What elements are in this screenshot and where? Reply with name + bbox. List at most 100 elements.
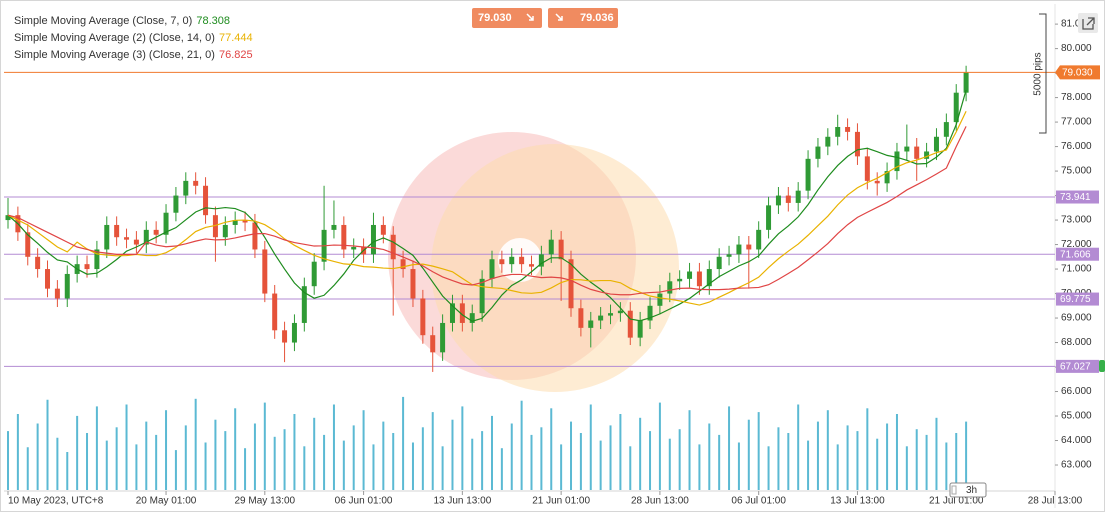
volume-bar [530, 434, 533, 490]
candle-body [538, 254, 544, 267]
volume-bar [382, 421, 385, 490]
candle-body [291, 322, 297, 343]
volume-bar [767, 446, 770, 490]
y-tick-label: 78.000 [1061, 92, 1092, 103]
candle-body [529, 264, 534, 267]
quote-box[interactable]: 79.036 [548, 8, 618, 28]
candle-body [133, 239, 139, 245]
x-tick-label: 13 Jul 13:00 [830, 496, 885, 507]
candle-body [282, 330, 288, 343]
volume-bar [757, 412, 760, 490]
last-price-label: 79.030 [1062, 68, 1093, 79]
volume-bar [273, 436, 276, 490]
candle-body [696, 271, 702, 287]
candle-body [35, 256, 41, 270]
volume-bar [293, 414, 296, 490]
level-label: 69.775 [1060, 294, 1091, 305]
legend-value: 76.825 [219, 49, 253, 61]
candle-body [805, 158, 811, 191]
volume-bar [925, 434, 928, 490]
y-tick-label: 66.000 [1061, 386, 1092, 397]
candle-body [775, 195, 781, 206]
volume-bar [46, 399, 49, 490]
timeframe-box[interactable]: 3h [949, 482, 987, 498]
x-tick-label: 06 Jul 01:00 [731, 496, 786, 507]
y-tick-label: 68.000 [1061, 337, 1092, 348]
level-label-background [1056, 247, 1099, 261]
candle-body [301, 286, 307, 323]
candle-body [440, 322, 446, 353]
y-tick-label: 65.000 [1061, 411, 1092, 422]
arrow-icon [555, 13, 563, 21]
volume-bar [816, 421, 819, 490]
candle-body [736, 244, 742, 255]
candle-body [94, 249, 100, 270]
candle-body [479, 278, 485, 314]
y-tick-label: 77.000 [1061, 117, 1092, 128]
candle-body [716, 256, 722, 270]
candle-body [163, 212, 169, 235]
candle-body [173, 195, 179, 213]
candle-body [449, 303, 455, 323]
volume-bar [283, 429, 286, 490]
y-tick-label: 80.000 [1061, 43, 1092, 54]
quote-box[interactable]: 79.030 [472, 8, 542, 28]
volume-bar [747, 419, 750, 490]
volume-bar [609, 425, 612, 490]
volume-bar [935, 417, 938, 490]
candle-body [617, 310, 623, 314]
volume-bar [639, 417, 642, 490]
quote-text: 79.036 [580, 12, 614, 24]
volume-bar [560, 444, 563, 490]
volume-bar [589, 404, 592, 490]
x-tick-label: 21 Jul 01:00 [929, 496, 984, 507]
candle-body [815, 146, 821, 159]
candle-body [420, 298, 426, 336]
volume-bar [510, 423, 513, 490]
candle-body [114, 224, 120, 238]
x-tick-label: 28 Jul 13:00 [1028, 496, 1083, 507]
y-tick-label: 63.000 [1061, 460, 1092, 471]
volume-bar [856, 431, 859, 490]
volume-bar [520, 400, 523, 490]
candle-body [212, 215, 218, 238]
volume-bar [125, 404, 128, 490]
y-tick-label: 81.000 [1061, 19, 1092, 30]
volume-bar [253, 423, 256, 490]
candle-body [963, 72, 969, 93]
candle-body [924, 151, 930, 159]
volume-bar [550, 408, 553, 490]
volume-bar [66, 452, 69, 490]
volume-bar [728, 406, 731, 490]
level-label: 67.027 [1060, 362, 1091, 373]
volume-bar [313, 417, 316, 490]
candle-body [509, 256, 515, 265]
expand-button[interactable] [1078, 13, 1098, 33]
volume-bar [688, 410, 691, 490]
volume-bar [135, 444, 138, 490]
candle-body [390, 234, 396, 260]
volume-bar [718, 434, 721, 490]
candle-body [943, 122, 949, 137]
volume-bar [411, 442, 414, 490]
x-tick-label: 20 May 01:00 [136, 496, 197, 507]
volume-bar [145, 421, 148, 490]
candle-body [854, 131, 860, 157]
candle-body [904, 146, 910, 152]
timeframe-label: 3h [966, 485, 977, 496]
candle-body [726, 254, 732, 257]
volume-bar [362, 410, 365, 490]
candle-body [222, 224, 228, 238]
quote-background [548, 8, 618, 28]
volume-bar [629, 446, 632, 490]
y-tick-label: 73.000 [1061, 215, 1092, 226]
candle-body [953, 92, 959, 123]
volume-bar [866, 408, 869, 490]
legend-entry: Simple Moving Average (3) (Close, 21, 0) [14, 49, 215, 61]
volume-bar [392, 433, 395, 490]
candle-body [370, 224, 376, 255]
volume-bar [678, 429, 681, 490]
level-label: 71.606 [1060, 249, 1091, 260]
timeframe-background [949, 482, 987, 498]
